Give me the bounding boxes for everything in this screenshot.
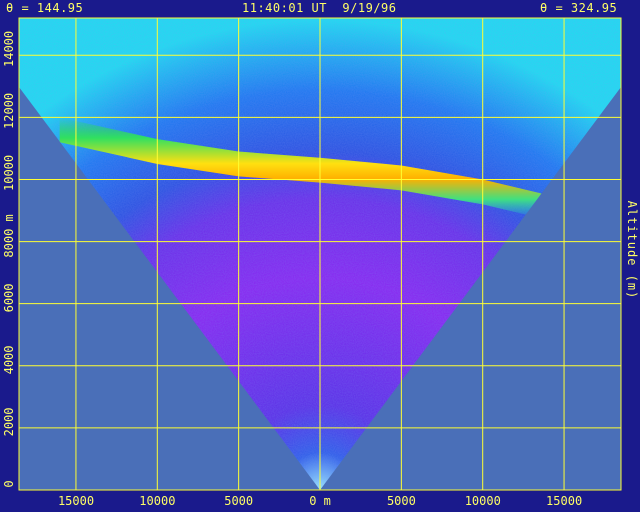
x-tick-label: 0 m — [309, 494, 331, 508]
y-tick-label: 14000 — [2, 31, 16, 68]
theta-left-label: θ = 144.95 — [6, 1, 84, 15]
y-tick-label: 2000 — [2, 407, 16, 437]
timestamp-label: 11:40:01 UT 9/19/96 — [242, 1, 397, 15]
y-tick-label: 8000 m — [2, 213, 16, 258]
x-tick-label: 5000 — [386, 494, 416, 508]
theta-right-label: θ = 324.95 — [540, 1, 618, 15]
x-tick-label: 15000 — [546, 494, 583, 508]
y-tick-label: 4000 — [2, 345, 16, 375]
x-tick-label: 10000 — [464, 494, 501, 508]
plot-frame — [18, 17, 622, 491]
y-tick-label: 6000 — [2, 283, 16, 313]
y-tick-label: 12000 — [2, 93, 16, 130]
y-tick-label: 0 — [2, 480, 16, 488]
x-tick-label: 15000 — [57, 494, 95, 508]
grid-lines — [19, 18, 621, 490]
y-tick-label: 10000 — [2, 155, 16, 192]
x-tick-label: 5000 — [224, 494, 254, 508]
cloud-layer — [59, 117, 548, 220]
x-tick-label: 10000 — [139, 494, 176, 508]
altitude-axis-label: Altitude (m) — [625, 200, 639, 300]
